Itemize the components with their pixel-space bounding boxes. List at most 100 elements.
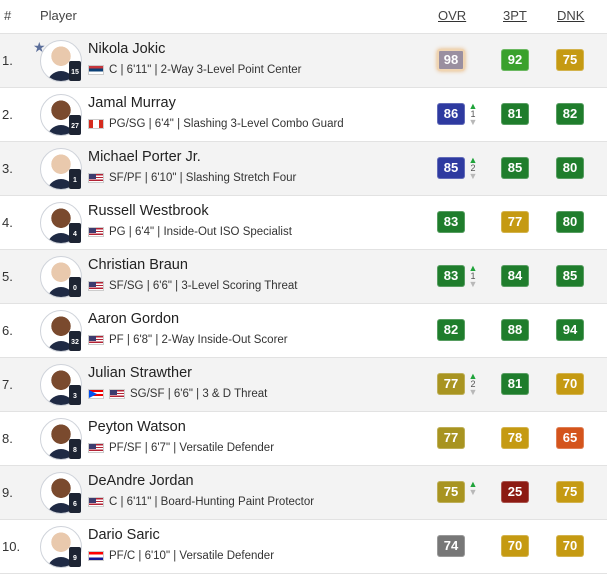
avatar-jersey-graphic (47, 341, 75, 351)
player-rank: 4. (2, 215, 13, 230)
ovr-rating-badge: 77 (437, 427, 465, 449)
table-row[interactable]: 7. 3 Julian Strawther SG/SF | 6'6" | 3 & D … (0, 357, 607, 411)
trend-change-value: 1 (470, 271, 476, 281)
player-name-link[interactable]: DeAndre Jordan (88, 473, 194, 489)
player-rank: 6. (2, 323, 13, 338)
player-position-height-archetype: SF/PF | 6'10" | Slashing Stretch Four (109, 172, 297, 184)
table-row[interactable]: 4. 4 Russell Westbrook PG | 6'4" | Inside-O… (0, 195, 607, 249)
player-name-link[interactable]: Dario Saric (88, 527, 160, 543)
jersey-number-badge: 1 (69, 169, 81, 189)
avatar-jersey-graphic (47, 233, 75, 243)
player-position-height-archetype: PG | 6'4" | Inside-Out ISO Specialist (109, 226, 292, 238)
dunk-rating-badge: 75 (556, 49, 584, 71)
three-pt-rating-badge: 88 (501, 319, 529, 341)
player-rank: 3. (2, 161, 13, 176)
player-column-header: Player (40, 8, 77, 23)
flag-us-icon (88, 335, 104, 345)
table-row[interactable]: 8. 8 Peyton Watson PF/SF | 6'7" | Versatile… (0, 411, 607, 465)
flag-us-icon (88, 497, 104, 507)
three-pt-rating-badge: 81 (501, 373, 529, 395)
trend-down-icon: ▼ (468, 279, 478, 289)
dunk-rating-badge: 94 (556, 319, 584, 341)
avatar-jersey-graphic (47, 71, 75, 81)
player-position-height-archetype: C | 6'11" | 2-Way 3-Level Point Center (109, 64, 302, 76)
table-row[interactable]: 2. 27 Jamal Murray PG/SG | 6'4" | Slashing … (0, 87, 607, 141)
three-pt-rating-badge: 81 (501, 103, 529, 125)
dunk-rating-badge: 75 (556, 481, 584, 503)
rating-trend-indicator: ▲ 2 ▼ (468, 155, 478, 181)
player-position-height-archetype: PF/C | 6'10" | Versatile Defender (109, 550, 275, 562)
flag-hr-icon (88, 551, 104, 561)
player-name-link[interactable]: Aaron Gordon (88, 311, 180, 327)
trend-change-value: 2 (470, 163, 476, 173)
dunk-rating-badge: 80 (556, 211, 584, 233)
player-info: PG/SG | 6'4" | Slashing 3-Level Combo Gu… (88, 118, 344, 130)
trend-up-icon: ▲ (468, 263, 478, 273)
dnk-sort-header[interactable]: DNK (557, 8, 585, 23)
table-row[interactable]: 1. ★ 15 Nikola Jokic C | 6'11" | 2-Way 3-Lev… (0, 33, 607, 87)
player-name-link[interactable]: Jamal Murray (88, 95, 176, 111)
player-rows: 1. ★ 15 Nikola Jokic C | 6'11" | 2-Way 3-Lev… (0, 33, 607, 574)
jersey-number-badge: 0 (69, 277, 81, 297)
trend-change-value: 2 (470, 379, 476, 389)
player-name-link[interactable]: Russell Westbrook (88, 203, 209, 219)
jersey-number-badge: 3 (69, 385, 81, 405)
player-info: PF/SF | 6'7" | Versatile Defender (88, 442, 274, 454)
avatar-jersey-graphic (47, 557, 75, 567)
table-row[interactable]: 6. 32 Aaron Gordon PF | 6'8" | 2-Way Inside… (0, 303, 607, 357)
trend-change-value: 1 (470, 109, 476, 119)
player-position-height-archetype: SF/SG | 6'6" | 3-Level Scoring Threat (109, 280, 298, 292)
player-name-link[interactable]: Nikola Jokic (88, 41, 166, 57)
trend-down-icon: ▼ (468, 487, 478, 497)
dunk-rating-badge: 70 (556, 373, 584, 395)
ovr-rating-badge: 75 (437, 481, 465, 503)
trend-down-icon: ▼ (468, 117, 478, 127)
flag-rs-icon (88, 65, 104, 75)
rank-column-header: # (4, 8, 12, 23)
player-rank: 5. (2, 269, 13, 284)
player-name-link[interactable]: Peyton Watson (88, 419, 186, 435)
flag-us-icon (88, 227, 104, 237)
player-name-link[interactable]: Julian Strawther (88, 365, 192, 381)
player-position-height-archetype: PG/SG | 6'4" | Slashing 3-Level Combo Gu… (109, 118, 344, 130)
ovr-rating-badge: 98 (437, 49, 465, 71)
rating-trend-indicator: ▲ 1 ▼ (468, 263, 478, 289)
player-position-height-archetype: PF | 6'8" | 2-Way Inside-Out Scorer (109, 334, 288, 346)
rating-trend-indicator: ▲ 1 ▼ (468, 102, 478, 127)
jersey-number-badge: 9 (69, 547, 81, 567)
dunk-rating-badge: 85 (556, 265, 584, 287)
table-row[interactable]: 5. 0 Christian Braun SF/SG | 6'6" | 3-Level… (0, 249, 607, 303)
player-info: PF | 6'8" | 2-Way Inside-Out Scorer (88, 334, 288, 346)
table-row[interactable]: 3. 1 Michael Porter Jr. SF/PF | 6'10" | Sla… (0, 141, 607, 195)
three-pt-rating-badge: 92 (501, 49, 529, 71)
flag-ca-icon (88, 119, 104, 129)
jersey-number-badge: 4 (69, 223, 81, 243)
jersey-number-badge: 15 (69, 61, 81, 81)
avatar-jersey-graphic (47, 503, 75, 513)
player-position-height-archetype: SG/SF | 6'6" | 3 & D Threat (130, 388, 268, 400)
player-info: C | 6'11" | 2-Way 3-Level Point Center (88, 64, 302, 76)
player-info: SG/SF | 6'6" | 3 & D Threat (88, 388, 267, 400)
dunk-rating-badge: 82 (556, 103, 584, 125)
ovr-rating-badge: 77 (437, 373, 465, 395)
rating-trend-indicator: ▲ 2 ▼ (468, 372, 478, 397)
table-row[interactable]: 9. 6 DeAndre Jordan C | 6'11" | Board-Hunti… (0, 465, 607, 519)
player-name-link[interactable]: Christian Braun (88, 257, 188, 273)
table-row[interactable]: 10. 9 Dario Saric PF/C | 6'10" | Versatile … (0, 519, 607, 574)
three-pt-sort-header[interactable]: 3PT (503, 8, 527, 23)
avatar-jersey-graphic (47, 125, 75, 135)
ovr-rating-badge: 86 (437, 103, 465, 125)
flag-us-icon (88, 173, 104, 183)
three-pt-rating-badge: 84 (501, 265, 529, 287)
jersey-number-badge: 27 (69, 115, 81, 135)
ovr-sort-header[interactable]: OVR (438, 8, 467, 23)
jersey-number-badge: 8 (69, 439, 81, 459)
flag-pr-icon (88, 389, 104, 399)
jersey-number-badge: 6 (69, 493, 81, 513)
trend-up-icon: ▲ (468, 155, 478, 165)
avatar-jersey-graphic (47, 287, 75, 297)
dunk-rating-badge: 80 (556, 157, 584, 179)
ovr-rating-badge: 83 (437, 211, 465, 233)
player-name-link[interactable]: Michael Porter Jr. (88, 149, 201, 165)
